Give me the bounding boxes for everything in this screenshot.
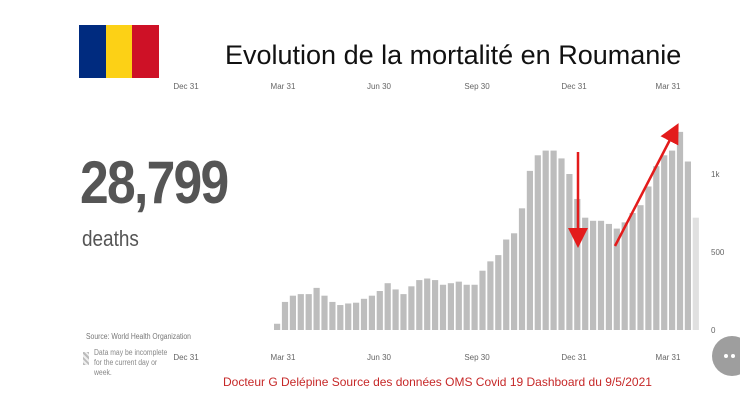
- bar: [487, 261, 494, 330]
- bar: [605, 223, 612, 330]
- bar: [582, 217, 589, 330]
- up-arrow: [613, 123, 679, 247]
- bar: [621, 222, 628, 330]
- bar: [661, 155, 668, 330]
- bar: [313, 287, 320, 330]
- y-tick-label: 0: [711, 326, 716, 335]
- source-text: Source: World Health Organization: [86, 332, 191, 341]
- bar: [416, 280, 423, 330]
- bar: [360, 298, 368, 330]
- bar: [518, 208, 526, 330]
- bar: [439, 284, 447, 330]
- bar: [455, 281, 462, 330]
- chat-bubble-icon[interactable]: [712, 336, 740, 376]
- x-tick-label: Sep 30: [464, 353, 490, 362]
- bar: [463, 284, 470, 330]
- bar: [368, 295, 375, 330]
- x-tick-label: Mar 31: [656, 353, 681, 362]
- x-tick-label: Dec 31: [561, 82, 587, 91]
- bar: [289, 295, 296, 330]
- bar: [526, 170, 533, 330]
- bar: [511, 233, 518, 330]
- bar: [305, 294, 312, 330]
- bar: [550, 150, 557, 330]
- bar: [503, 239, 510, 330]
- incomplete-data-swatch: [83, 352, 89, 365]
- bar: [566, 174, 573, 330]
- bars-group: [274, 131, 699, 330]
- flag-stripe-yellow: [105, 25, 133, 78]
- bar: [424, 278, 431, 330]
- bar: [384, 283, 391, 330]
- death-count: 28,799: [80, 149, 229, 216]
- bar: [321, 295, 328, 330]
- bar: [637, 205, 644, 330]
- bar: [337, 305, 344, 330]
- bar: [542, 150, 549, 330]
- bar: [613, 228, 620, 330]
- bar: [645, 186, 652, 330]
- bar: [345, 303, 352, 330]
- romania-flag-icon: [79, 25, 160, 78]
- ticks-group: Dec 31 Dec 31 Mar 31 Mar 31 Jun 30 Jun 30 Sep …: [173, 82, 725, 362]
- bar: [669, 150, 676, 330]
- credit-text: Docteur G Delépine Source des données OM…: [223, 375, 652, 389]
- bar: [629, 213, 636, 330]
- flag-stripe-red: [132, 25, 160, 78]
- x-tick-label: Sep 30: [464, 82, 490, 91]
- bar: [274, 323, 281, 330]
- bar: [558, 158, 565, 330]
- bar-partial: [692, 217, 699, 330]
- x-tick-label: Mar 31: [271, 353, 296, 362]
- bar: [676, 131, 684, 330]
- x-tick-label: Jun 30: [367, 353, 392, 362]
- bar: [574, 198, 581, 330]
- bar: [297, 294, 304, 330]
- page-title: Evolution de la mortalité en Roumanie: [225, 40, 682, 70]
- bar: [353, 302, 360, 330]
- bar: [447, 283, 454, 330]
- bar: [329, 301, 336, 330]
- bar: [495, 255, 502, 330]
- x-tick-label: Dec 31: [173, 82, 199, 91]
- annotation-arrows: [568, 123, 679, 248]
- bar: [432, 280, 439, 330]
- death-count-label: deaths: [82, 226, 139, 251]
- bar: [597, 220, 605, 330]
- x-tick-label: Jun 30: [367, 82, 392, 91]
- bar: [392, 289, 399, 330]
- x-tick-label: Mar 31: [656, 82, 681, 91]
- incomplete-data-note: Data may be incomplete for the current d…: [94, 348, 168, 377]
- x-tick-label: Mar 31: [271, 82, 296, 91]
- flag-stripe-blue: [79, 25, 106, 78]
- x-tick-label: Dec 31: [561, 353, 587, 362]
- bar: [534, 155, 541, 330]
- bar: [376, 291, 383, 330]
- x-tick-label: Dec 31: [173, 353, 199, 362]
- bar: [590, 220, 597, 330]
- bar: [471, 284, 478, 330]
- bar: [479, 270, 486, 330]
- bar: [653, 166, 660, 330]
- bar: [281, 301, 289, 330]
- y-tick-label: 1k: [711, 170, 720, 179]
- bar: [400, 294, 407, 330]
- bar: [684, 161, 691, 330]
- y-tick-label: 500: [711, 248, 725, 257]
- bar: [408, 286, 415, 330]
